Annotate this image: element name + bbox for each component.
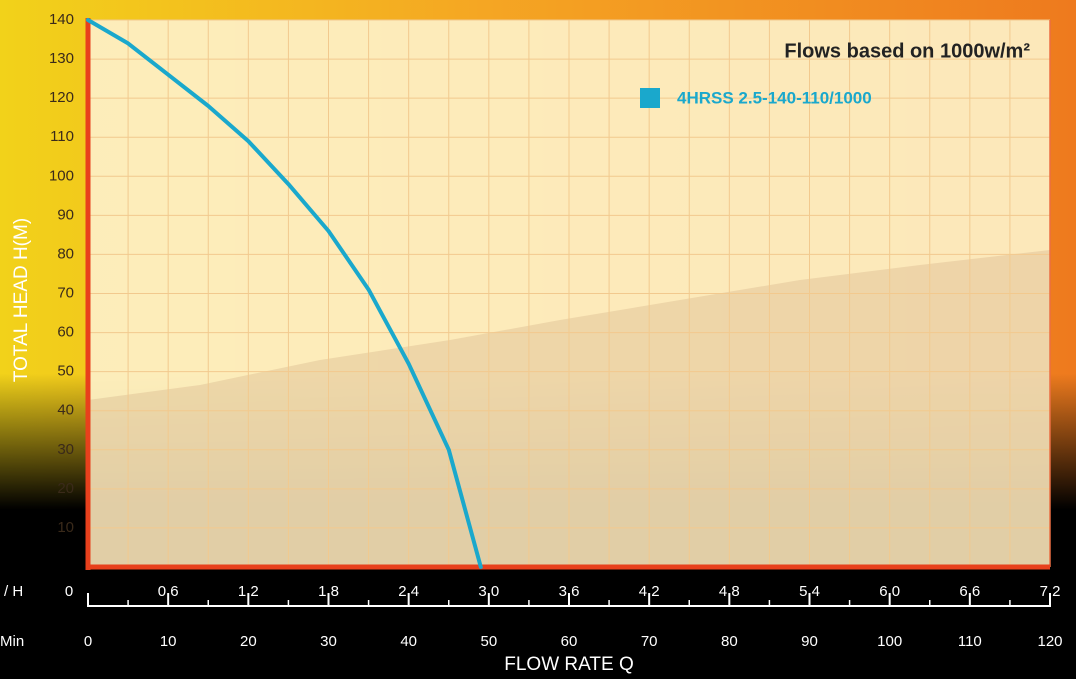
y-tick-label: 70 <box>57 284 74 301</box>
y-tick-label: 40 <box>57 402 74 419</box>
y-tick-label: 10 <box>57 519 74 536</box>
y-tick-label: 100 <box>49 167 74 184</box>
y-tick-label: 120 <box>49 89 74 106</box>
x2-unit: Min <box>0 633 24 650</box>
legend-swatch <box>640 88 660 108</box>
x2-tick-label: 100 <box>877 633 902 650</box>
y-tick-label: 60 <box>57 324 74 341</box>
x2-tick-label: 10 <box>160 633 177 650</box>
x2-tick-label: 110 <box>958 633 982 650</box>
y-tick-label: 90 <box>57 206 74 223</box>
x2-tick-label: 60 <box>561 633 578 650</box>
y-tick-label: 110 <box>50 128 74 145</box>
legend-label: 4HRSS 2.5-140-110/1000 <box>677 88 872 107</box>
x2-tick-label: 0 <box>84 633 92 650</box>
legend-title: Flows based on 1000w/m² <box>784 40 1030 62</box>
chart: Flows based on 1000w/m² TOTAL HEAD H(M) … <box>0 0 1076 679</box>
x-axis-title: FLOW RATE Q <box>504 654 633 675</box>
x2-tick-label: 30 <box>320 633 337 650</box>
x2-tick-label: 120 <box>1037 633 1062 650</box>
x2-tick-label: 70 <box>641 633 658 650</box>
y-tick-label: 20 <box>57 480 74 497</box>
x-tick-label: 0 <box>65 583 73 600</box>
x2-tick-label: 90 <box>801 633 818 650</box>
page: {"chart_data": {"type": "line", "legend_… <box>0 0 1076 679</box>
y-tick-label: 130 <box>49 50 74 67</box>
y-tick-label: 30 <box>57 441 74 458</box>
x2-tick-label: 40 <box>400 633 417 650</box>
x-unit: / H <box>4 583 23 600</box>
x2-tick-label: 80 <box>721 633 738 650</box>
y-tick-label: 50 <box>57 363 74 380</box>
y-tick-label: 80 <box>57 245 74 262</box>
y-axis-title: TOTAL HEAD H(M) <box>11 218 32 382</box>
x2-tick-label: 50 <box>480 633 497 650</box>
y-tick-label: 140 <box>49 11 74 28</box>
x2-tick-label: 20 <box>240 633 257 650</box>
